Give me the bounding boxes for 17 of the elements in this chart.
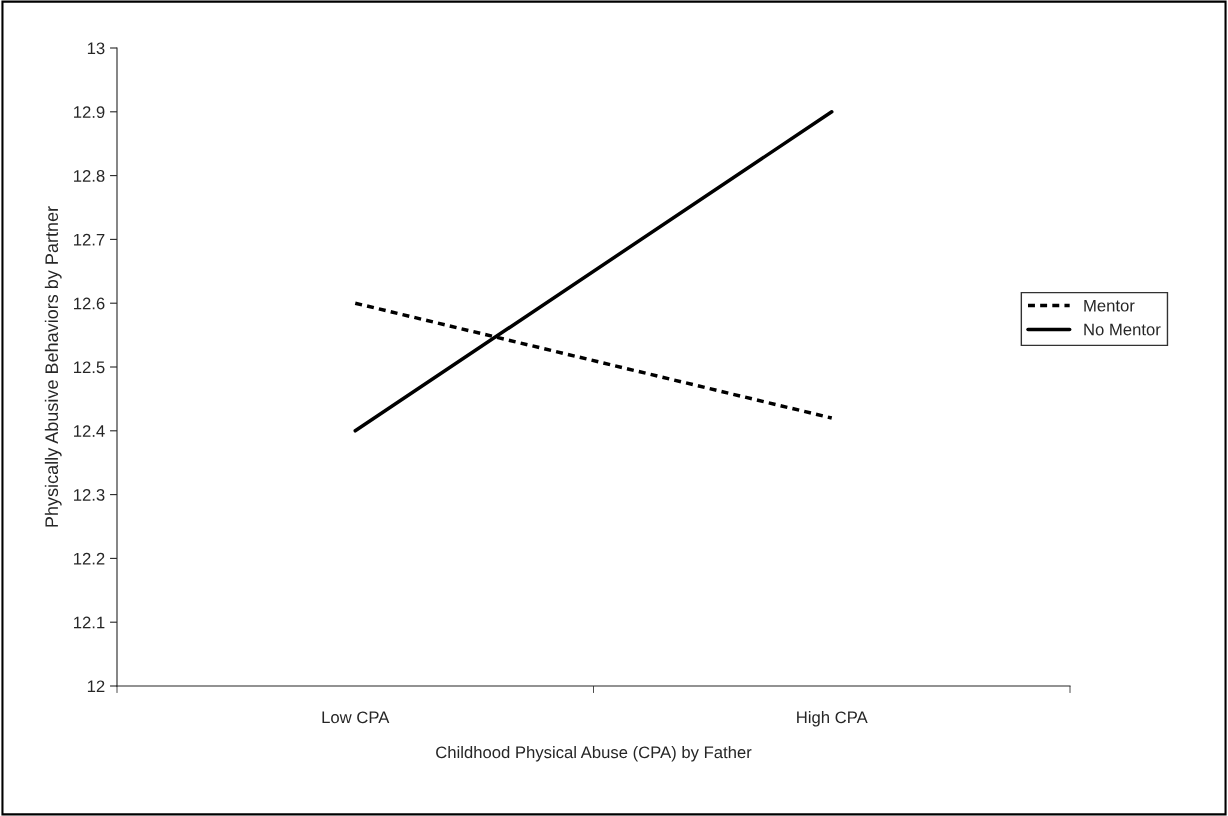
legend-label: No Mentor [1084, 323, 1161, 336]
x-tick-label: Low CPA [322, 711, 390, 724]
y-tick-label: 12.7 [74, 233, 105, 246]
x-tick-label: High CPA [797, 711, 868, 727]
y-tick-label: 12.4 [74, 425, 105, 437]
y-tick-label: 12.1 [74, 616, 105, 629]
y-axis-title: Physically Abusive Behaviors by Partner [44, 206, 62, 527]
y-tick-label: 12.3 [74, 489, 105, 501]
y-tick-label: 12 [87, 680, 105, 693]
legend-label: Mentor [1084, 299, 1135, 312]
y-tick-label: 12.2 [74, 552, 105, 565]
y-tick-label: 12.5 [74, 361, 105, 374]
x-axis-title: Childhood Physical Abuse (CPA) by Father [436, 745, 752, 762]
y-tick-label: 12.9 [74, 106, 105, 118]
y-tick-label: 12.8 [74, 170, 105, 182]
y-tick-label: 13 [87, 42, 105, 55]
y-tick-label: 12.6 [74, 297, 105, 310]
